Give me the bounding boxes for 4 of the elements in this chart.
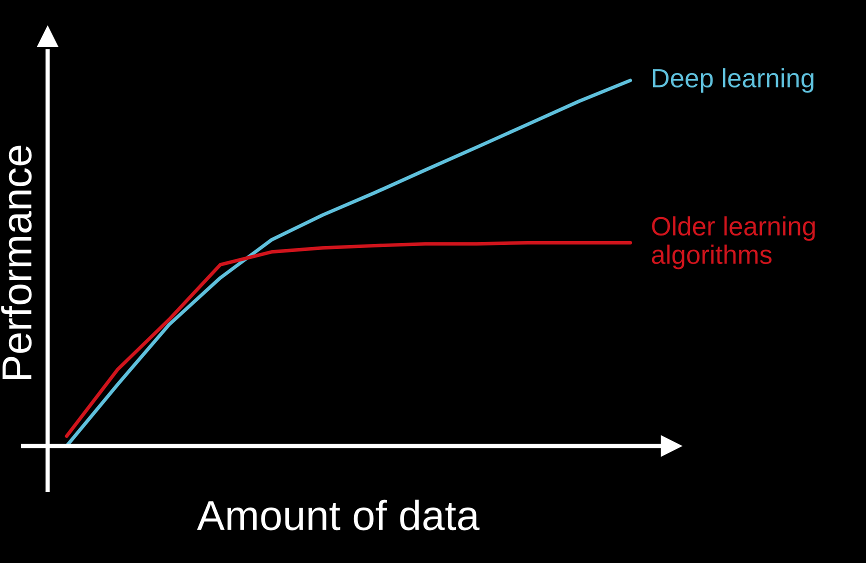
y-axis-title: Performance: [1, 146, 32, 380]
series-label: Older learning algorithms: [652, 216, 815, 270]
x-axis-title: Amount of data: [197, 500, 480, 530]
series-label: Deep learning: [652, 68, 814, 93]
